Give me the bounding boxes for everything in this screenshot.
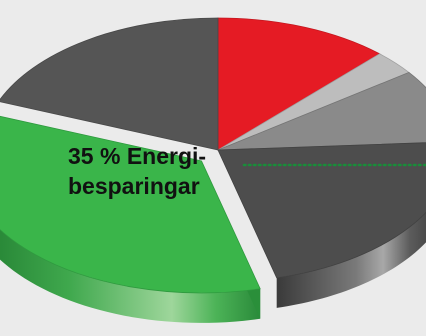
pie-slice-4 — [0, 115, 261, 294]
pie-slice-side-3 — [276, 212, 426, 308]
pie-slice-3 — [217, 142, 426, 279]
pie-slice-5 — [0, 17, 219, 151]
pie-slice-0 — [217, 17, 381, 151]
slice-label-line-2: besparingar — [68, 173, 200, 199]
pie-slice-2 — [217, 71, 426, 151]
pie-slice-side-4 — [0, 229, 261, 323]
slice-label-line-1: 35 % Energi- — [68, 143, 207, 169]
